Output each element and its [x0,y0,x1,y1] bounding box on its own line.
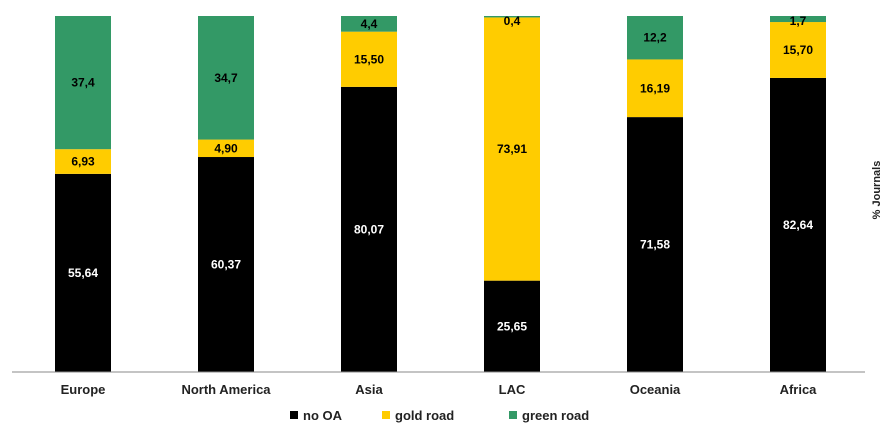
bar-segment-europe-gold-road [55,149,111,174]
bar-segment-north-america-gold-road [198,139,254,158]
data-label: 0,4 [504,14,521,28]
bar-segment-asia-gold-road [341,31,397,87]
data-label: 55,64 [68,266,98,280]
data-label: 15,70 [783,43,813,57]
data-label: 15,50 [354,52,384,66]
category-label: North America [181,382,271,397]
bar-segment-oceania-no-OA [627,117,683,373]
data-label: 12,2 [643,31,667,45]
data-label: 4,4 [361,17,378,31]
bar-segment-europe-no-OA [55,173,111,372]
category-label: LAC [499,382,526,397]
category-labels: Europe North America Asia LAC Oceania Africa [61,382,818,397]
legend: no OA gold road green road [290,408,589,423]
category-label: Asia [355,382,383,397]
bar-segment-africa-no-OA [770,77,826,372]
category-label: Oceania [630,382,681,397]
data-label: 71,58 [640,238,670,252]
legend-swatch [290,411,298,419]
data-label: 4,90 [214,141,238,155]
y-axis-label: % Journals [871,161,883,220]
data-label: 25,65 [497,319,527,333]
data-label: 6,93 [71,155,95,169]
bar-segment-lac-no-OA [484,280,540,372]
bar-segment-oceania-gold-road [627,59,683,118]
bars-group: 55,64 6,93 37,4 60,37 4,90 34,7 80,07 15,50 4,4 2… [55,14,826,373]
data-label: 80,07 [354,222,384,236]
bar-segment-asia-no-OA [341,86,397,372]
legend-label: green road [522,408,589,423]
data-label: 73,91 [497,142,527,156]
legend-label: no OA [303,408,343,423]
bar-segment-oceania-green-road [627,16,683,60]
legend-swatch [382,411,390,419]
data-label: 82,64 [783,218,813,232]
bar-segment-africa-gold-road [770,22,826,78]
category-label: Europe [61,382,106,397]
bar-segment-north-america-no-OA [198,157,254,372]
bar-segment-asia-green-road [341,16,397,32]
bar-segment-lac-green-road [484,16,540,18]
data-label: 37,4 [71,76,95,90]
bar-segment-africa-green-road [770,16,826,23]
category-label: Africa [780,382,818,397]
bar-segment-north-america-green-road [198,16,254,140]
data-label: 1,7 [790,14,807,28]
data-label: 60,37 [211,258,241,272]
data-label: 16,19 [640,81,670,95]
legend-swatch [509,411,517,419]
data-label: 34,7 [214,71,238,85]
bar-segment-lac-gold-road [484,17,540,281]
legend-label: gold road [395,408,454,423]
bar-segment-europe-green-road [55,16,111,150]
